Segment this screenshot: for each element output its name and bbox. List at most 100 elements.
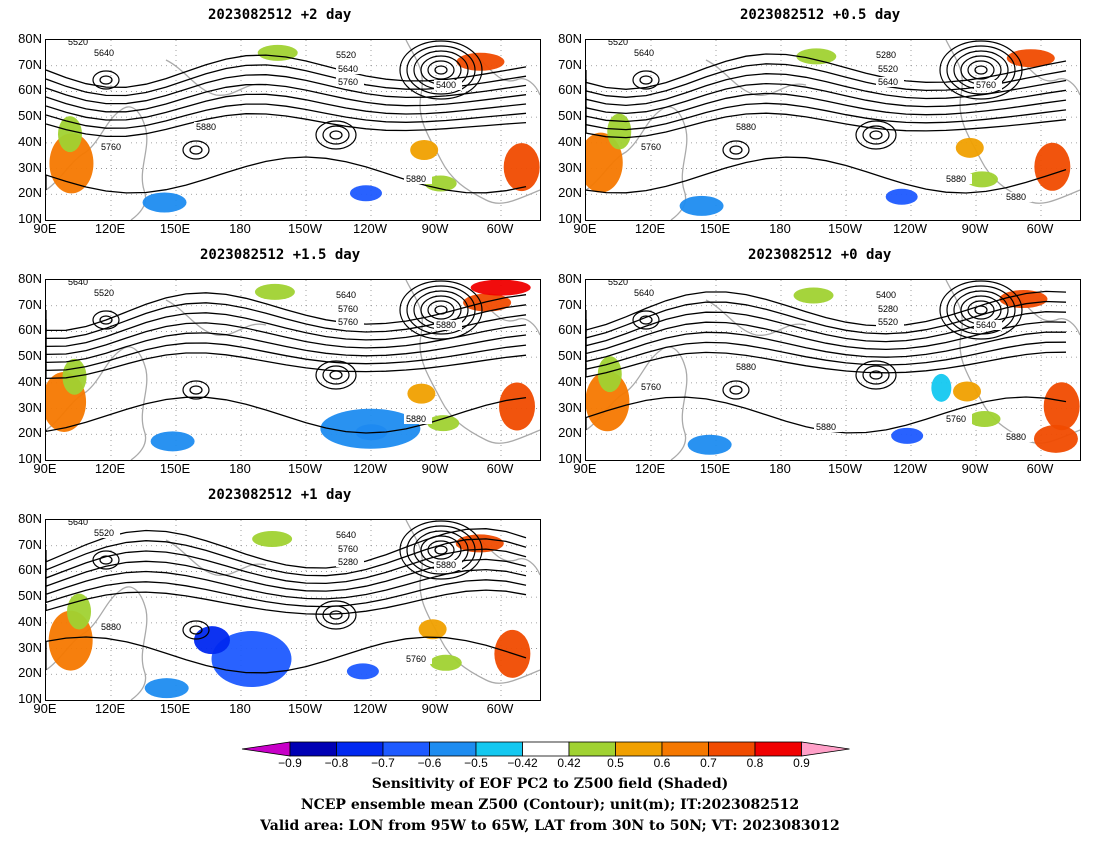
lat-tick-label: 80N: [18, 511, 42, 526]
z500-contour: [586, 341, 1067, 370]
lat-tick-label: 20N: [18, 425, 42, 441]
contour-label: 5520: [608, 280, 628, 287]
closed-contour: [322, 125, 350, 145]
sensitivity-shade: [968, 410, 1001, 427]
coastline: [165, 539, 267, 576]
colorbar-segment: [429, 741, 477, 757]
closed-contour: [399, 280, 483, 340]
closed-contour: [722, 140, 750, 160]
z500-contour: [46, 396, 527, 434]
closed-contour: [434, 305, 448, 315]
sensitivity-shade: [955, 137, 984, 158]
contour-label-bg: [336, 544, 364, 554]
colorbar-segment: [615, 741, 663, 757]
closed-contour: [639, 315, 653, 325]
sensitivity-shade: [679, 195, 724, 216]
contour-label-bg: [606, 40, 634, 47]
contour-label: 5640: [338, 64, 358, 74]
colorbar-tick-label: −0.7: [371, 756, 395, 770]
contour-label-bg: [334, 290, 362, 300]
colorbar-tick-label: 0.6: [653, 756, 671, 770]
contour-label-bg: [974, 320, 1002, 330]
contour-label-bg: [434, 560, 462, 570]
colorbar-segment: [522, 741, 570, 757]
lon-tick-label: 150E: [699, 221, 731, 236]
contour-label: 5520: [608, 40, 628, 47]
z500-contour: [586, 156, 1067, 194]
lat-tick-label: 60N: [558, 82, 582, 98]
lon-tick-label: 120W: [893, 221, 927, 236]
contour-label: 5520: [94, 528, 114, 538]
contour-label: 5520: [878, 64, 898, 74]
contour-label-bg: [336, 77, 364, 87]
closed-contour: [869, 370, 883, 380]
closed-contour: [729, 385, 743, 395]
closed-contour: [92, 550, 120, 570]
z500-contour: [586, 290, 1067, 331]
contour-label: 5640: [976, 320, 996, 330]
map-canvas: 5640 5520 5640 5760 5760 5880 5880: [46, 280, 540, 460]
lat-tick-label: 50N: [558, 108, 582, 124]
lon-tick-label: 180: [229, 461, 251, 476]
sensitivity-shade: [793, 287, 834, 304]
contour-label: 5640: [634, 288, 654, 298]
closed-contour: [329, 130, 343, 140]
contour-label-bg: [814, 422, 842, 432]
colorbar-segment: [708, 741, 756, 757]
z500-contour: [46, 103, 527, 129]
closed-contour: [967, 60, 995, 80]
lon-tick-label: 120E: [634, 461, 666, 476]
contour-label-bg: [632, 48, 660, 58]
z500-contour: [586, 73, 1067, 107]
contour-label-bg: [874, 290, 902, 300]
closed-contour: [329, 610, 343, 620]
closed-contour: [632, 70, 660, 90]
lat-tick-label: 20N: [558, 425, 582, 441]
z500-contour: [46, 636, 527, 674]
colorbar-tick-label: 0.7: [700, 756, 717, 770]
lon-tick-label: 120W: [353, 461, 387, 476]
closed-contour: [92, 70, 120, 90]
contour-label: 5640: [94, 48, 114, 58]
colorbar-tick-label: −0.9: [278, 756, 302, 770]
lat-tick-label: 50N: [18, 588, 42, 604]
colorbar: [241, 741, 850, 757]
sensitivity-shade: [349, 185, 382, 202]
map-canvas: 5520 5640 5400 5280 5520 5640 5760 5760 5880 5880…: [586, 280, 1080, 460]
closed-contour: [632, 310, 660, 330]
contour-label-bg: [334, 530, 362, 540]
caption-line-3: Valid area: LON from 95W to 65W, LAT fro…: [260, 818, 840, 834]
contour-label: 5640: [634, 48, 654, 58]
lat-tick-label: 70N: [558, 296, 582, 312]
colorbar-segment: [289, 741, 337, 757]
z500-contour: [46, 548, 527, 585]
lat-tick-label: 30N: [558, 399, 582, 415]
contour-label: 5760: [946, 414, 966, 424]
coastline: [405, 40, 540, 204]
lat-tick-label: 30N: [558, 159, 582, 175]
contour-label-bg: [1004, 432, 1032, 442]
contour-label: 5400: [436, 80, 456, 90]
lat-tick-label: 40N: [18, 613, 42, 629]
coastline: [705, 59, 807, 96]
closed-contour: [639, 75, 653, 85]
lon-tick-label: 90W: [961, 461, 989, 476]
lat-tick-label: 70N: [18, 56, 42, 72]
sensitivity-shade: [1043, 382, 1080, 431]
lon-tick-label: 120W: [353, 221, 387, 236]
lon-tick-label: 90W: [421, 701, 449, 716]
sensitivity-shade: [499, 382, 536, 431]
lat-tick-label: 60N: [18, 82, 42, 98]
lon-tick-label: 60W: [486, 461, 514, 476]
panel-title: 2023082512 +0.5 day: [740, 7, 901, 23]
lat-tick-label: 10N: [18, 451, 42, 466]
lat-tick-label: 30N: [18, 159, 42, 175]
contour-label-bg: [944, 414, 972, 424]
z500-contour: [586, 351, 1067, 378]
colorbar-segment: [336, 741, 384, 757]
lon-tick-label: 180: [229, 221, 251, 236]
contour-label: 5640: [68, 280, 88, 287]
closed-contour: [974, 65, 988, 75]
z500-contour: [46, 113, 527, 138]
lat-tick-label: 60N: [18, 562, 42, 578]
